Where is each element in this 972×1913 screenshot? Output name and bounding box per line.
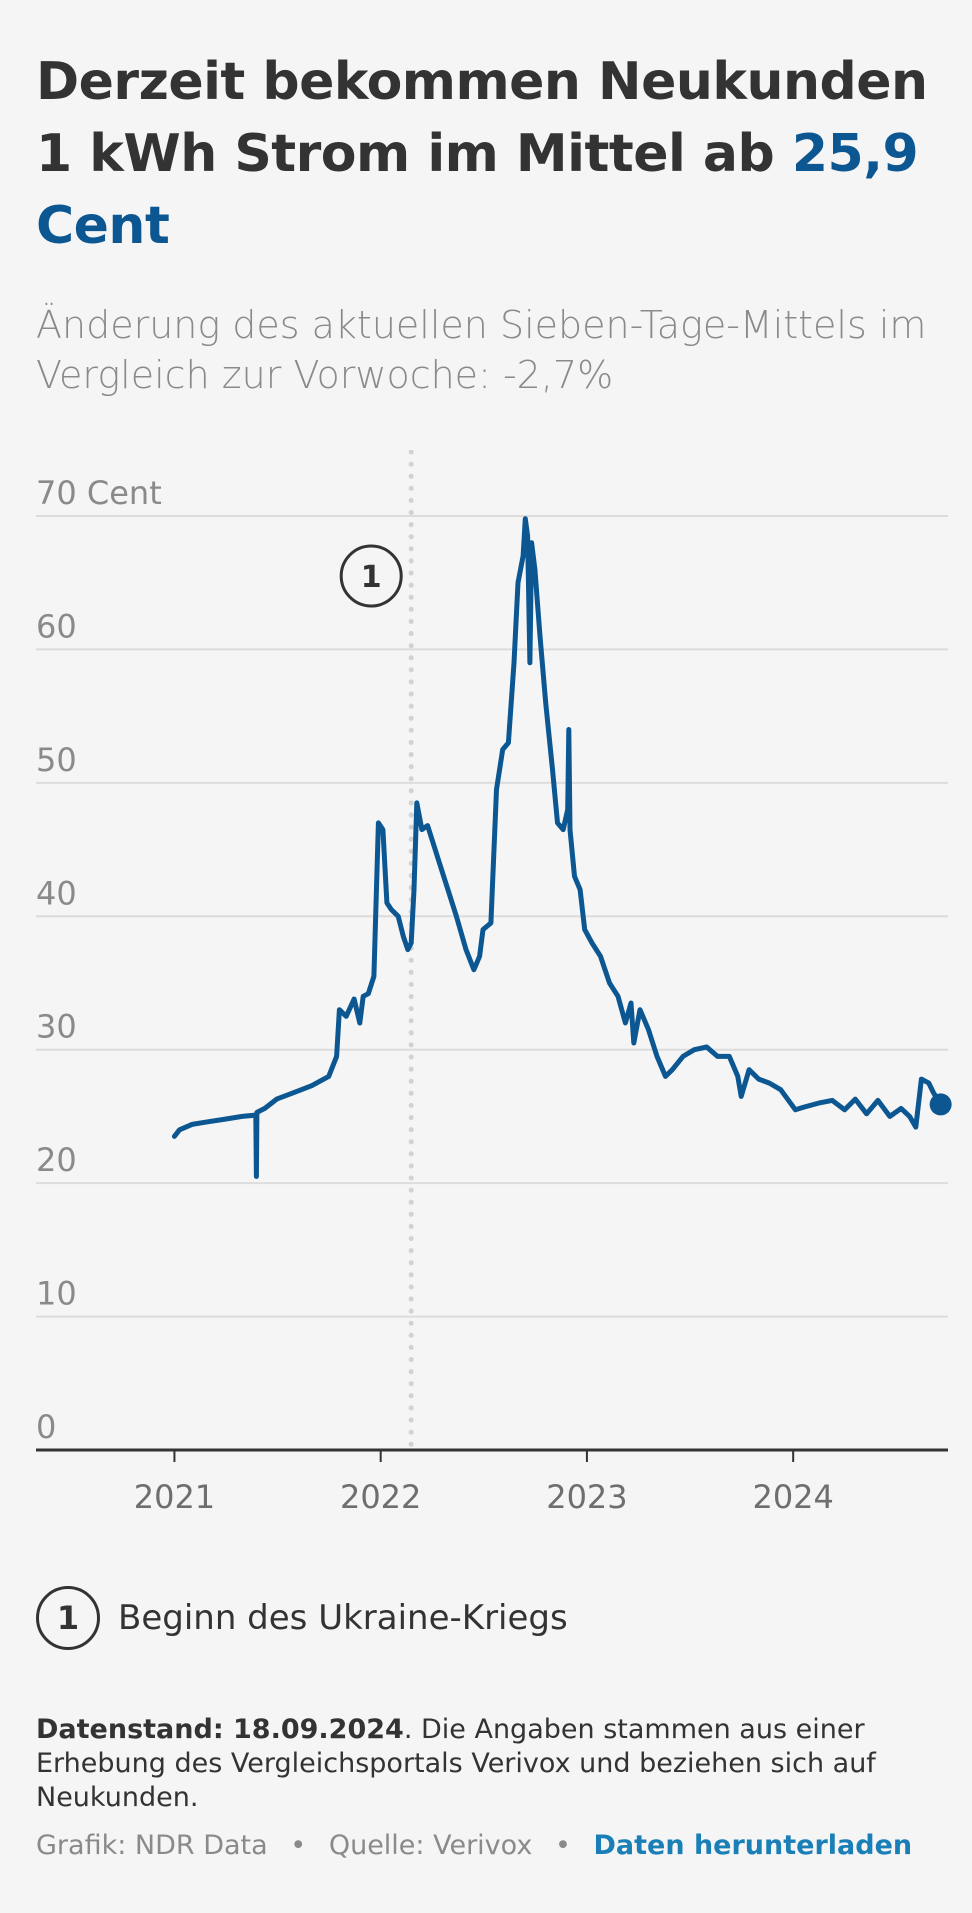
chart-title-value: 25,9 Cent xyxy=(36,124,919,256)
data-note: Datenstand: 18.09.2024. Die Angaben stam… xyxy=(36,1713,916,1815)
data-note-text: . Die Angaben stammen aus einer Erhebung… xyxy=(36,1714,876,1813)
annotation-legend-label: Beginn des Ukraine-Kriegs xyxy=(118,1598,568,1638)
y-tick-label: 50 xyxy=(36,741,77,779)
x-tick-label: 2022 xyxy=(340,1478,421,1516)
chart-title: Derzeit bekommen Neukunden 1 kWh Strom i… xyxy=(36,46,956,262)
annotation-legend: 1 Beginn des Ukraine-Kriegs xyxy=(36,1586,568,1650)
download-data-link[interactable]: Daten herunterladen xyxy=(593,1830,913,1861)
footer-separator: • xyxy=(554,1830,571,1861)
y-tick-label: 60 xyxy=(36,607,77,645)
annotation-badge: 1 xyxy=(36,1586,100,1650)
data-note-date: Datenstand: 18.09.2024 xyxy=(36,1714,404,1745)
x-tick-label: 2024 xyxy=(752,1478,833,1516)
chart-title-main: Derzeit bekommen Neukunden 1 kWh Strom i… xyxy=(36,52,928,184)
annotation-layer: 1 xyxy=(339,450,414,1453)
y-tick-label: 70 Cent xyxy=(36,474,162,512)
footer-separator: • xyxy=(290,1830,307,1861)
chart-subtitle: Änderung des aktuellen Sieben-Tage-Mitte… xyxy=(36,303,927,397)
x-tick-label: 2023 xyxy=(546,1478,627,1516)
line-chart: 0 10 20 30 40 50 60 70 Cent 1 2021 2022 2023 2024 xyxy=(36,450,952,1516)
footer-grafik: Grafik: NDR Data xyxy=(36,1830,268,1861)
y-tick-label: 40 xyxy=(36,874,77,912)
annotation-marker xyxy=(339,544,403,608)
footer: Grafik: NDR Data • Quelle: Verivox • Dat… xyxy=(36,1830,936,1861)
y-axis-labels: 0 10 20 30 40 50 60 70 Cent xyxy=(36,474,162,1446)
x-tick-label: 2021 xyxy=(134,1478,215,1516)
x-axis: 2021 2022 2023 2024 xyxy=(36,1448,948,1516)
last-value-dot xyxy=(929,1093,952,1116)
series-layer xyxy=(171,516,952,1179)
series-line xyxy=(171,516,944,1179)
y-tick-label: 20 xyxy=(36,1141,77,1179)
y-tick-label: 10 xyxy=(36,1275,77,1313)
y-tick-label: 30 xyxy=(36,1008,77,1046)
gridlines xyxy=(36,515,948,1318)
footer-quelle: Quelle: Verivox xyxy=(328,1830,533,1861)
y-tick-label: 0 xyxy=(36,1408,56,1446)
annotation-marker-label: 1 xyxy=(361,560,382,595)
